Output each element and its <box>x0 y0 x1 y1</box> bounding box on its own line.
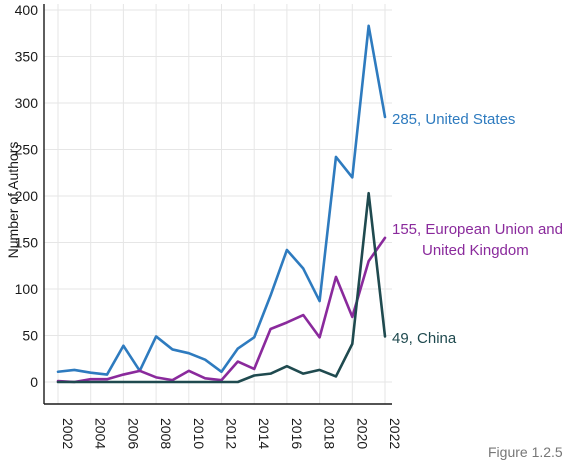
series-lines <box>56 24 387 384</box>
x-tick-label: 2002 <box>60 418 76 449</box>
y-tick-label: 300 <box>15 95 39 111</box>
figure-caption-fragment: Figure 1.2.5 <box>488 444 563 460</box>
x-tick-label: 2018 <box>322 418 338 449</box>
y-tick-label: 50 <box>22 328 38 344</box>
y-tick-label: 0 <box>30 374 38 390</box>
series-end-label-line: 155, European Union and <box>392 221 563 238</box>
x-tick-labels: 2002 2004 2006 2008 2010 2012 2014 2016 2018 2020… <box>60 418 403 449</box>
x-tick-label: 2004 <box>93 418 109 449</box>
y-tick-label: 150 <box>15 235 39 251</box>
grid-lines <box>44 4 392 404</box>
y-tick-label: 100 <box>15 281 39 297</box>
x-tick-label: 2022 <box>387 418 403 449</box>
x-tick-label: 2016 <box>289 418 305 449</box>
x-tick-label: 2012 <box>224 418 240 449</box>
y-tick-label: 200 <box>15 188 39 204</box>
series-end-label-china: 49, China <box>392 330 457 347</box>
series-end-label-european-union-and-united-kingdom: 155, European Union and United Kingdom <box>392 221 563 259</box>
x-tick-label: 2006 <box>125 418 141 449</box>
x-tick-label: 2010 <box>191 418 207 449</box>
x-tick-label: 2020 <box>354 418 370 449</box>
series-line-china <box>56 191 387 384</box>
y-tick-labels: 0 50 100 150 200 250 300 350 400 <box>15 2 39 390</box>
x-tick-label: 2008 <box>158 418 174 449</box>
series-line-european-union-and-united-kingdom <box>56 236 387 384</box>
x-tick-label: 2014 <box>256 418 272 449</box>
y-axis-title: Number of Authors <box>5 142 21 259</box>
axes <box>43 4 392 405</box>
y-tick-label: 250 <box>15 142 39 158</box>
series-end-label-united-states: 285, United States <box>392 111 515 128</box>
y-tick-label: 350 <box>15 49 39 65</box>
series-end-label-line: United Kingdom <box>422 242 529 259</box>
y-tick-label: 400 <box>15 2 39 18</box>
series-line-united-states <box>56 24 387 376</box>
series-end-labels: 285, United States 155, European Union an… <box>392 111 563 347</box>
